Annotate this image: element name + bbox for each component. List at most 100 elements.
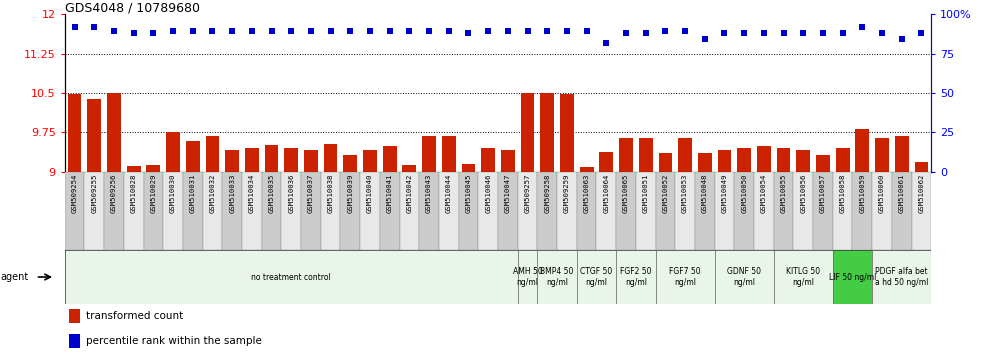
Text: GSM510057: GSM510057 — [820, 174, 826, 213]
Bar — [658, 153, 672, 172]
Bar — [600, 152, 614, 172]
Text: GSM510037: GSM510037 — [308, 174, 314, 213]
Point — [165, 28, 181, 34]
Text: GSM510042: GSM510042 — [406, 174, 412, 213]
Bar — [521, 93, 535, 172]
Point — [343, 28, 359, 34]
Point — [520, 28, 536, 34]
Text: GDS4048 / 10789680: GDS4048 / 10789680 — [65, 2, 200, 15]
Point — [460, 30, 476, 36]
Bar — [717, 150, 731, 172]
Bar — [419, 172, 439, 250]
Point — [874, 30, 890, 36]
Text: GSM510058: GSM510058 — [840, 174, 846, 213]
Bar — [344, 155, 358, 172]
Point — [736, 30, 752, 36]
Bar — [163, 172, 183, 250]
Bar — [186, 141, 199, 172]
Bar — [225, 150, 239, 172]
Bar — [245, 148, 259, 172]
Point — [421, 28, 437, 34]
Bar — [774, 172, 794, 250]
Text: GSM510060: GSM510060 — [879, 174, 885, 213]
Text: GSM509257: GSM509257 — [525, 174, 531, 213]
Bar — [399, 172, 419, 250]
Bar — [833, 250, 872, 304]
Bar — [518, 172, 538, 250]
Point — [756, 30, 772, 36]
Bar — [560, 94, 574, 172]
Point — [637, 30, 653, 36]
Text: FGF7 50
ng/ml: FGF7 50 ng/ml — [669, 267, 701, 287]
Bar — [833, 172, 853, 250]
Bar — [580, 167, 594, 172]
Bar — [324, 144, 338, 172]
Bar — [777, 148, 791, 172]
Bar — [541, 93, 554, 172]
Text: GSM510028: GSM510028 — [130, 174, 136, 213]
Bar — [379, 172, 399, 250]
Bar — [126, 166, 140, 172]
Point — [776, 30, 792, 36]
Text: GSM509256: GSM509256 — [111, 174, 117, 213]
Bar — [698, 153, 712, 172]
Bar — [872, 172, 891, 250]
Text: GSM510065: GSM510065 — [623, 174, 629, 213]
Text: GSM510043: GSM510043 — [426, 174, 432, 213]
Bar — [911, 172, 931, 250]
Bar — [69, 334, 81, 348]
Bar — [501, 150, 515, 172]
Bar — [715, 250, 774, 304]
Text: GSM510032: GSM510032 — [209, 174, 215, 213]
Bar — [478, 172, 498, 250]
Bar — [146, 165, 160, 172]
Point — [224, 28, 240, 34]
Bar — [715, 172, 734, 250]
Bar — [695, 172, 715, 250]
Text: GSM510053: GSM510053 — [682, 174, 688, 213]
Text: GSM510036: GSM510036 — [288, 174, 294, 213]
Point — [106, 28, 122, 34]
Text: AMH 50
ng/ml: AMH 50 ng/ml — [513, 267, 543, 287]
Text: GSM510056: GSM510056 — [800, 174, 806, 213]
Point — [697, 36, 713, 42]
Bar — [757, 147, 771, 172]
Point — [401, 28, 417, 34]
Point — [303, 28, 319, 34]
Bar — [518, 250, 538, 304]
Text: GSM510055: GSM510055 — [781, 174, 787, 213]
Bar — [284, 148, 298, 172]
Text: GSM509254: GSM509254 — [72, 174, 78, 213]
Bar — [458, 172, 478, 250]
Bar — [321, 172, 341, 250]
Bar — [442, 136, 455, 172]
Point — [579, 28, 595, 34]
Bar — [891, 172, 911, 250]
Bar — [836, 148, 850, 172]
Point — [559, 28, 575, 34]
Bar — [853, 172, 872, 250]
Bar — [774, 250, 833, 304]
Point — [657, 28, 673, 34]
Bar — [281, 172, 301, 250]
Point — [381, 28, 397, 34]
Bar — [105, 172, 124, 250]
Point — [441, 28, 457, 34]
Bar — [617, 250, 655, 304]
Point — [204, 28, 220, 34]
Text: transformed count: transformed count — [87, 311, 183, 321]
Point — [283, 28, 299, 34]
Text: GSM510059: GSM510059 — [860, 174, 866, 213]
Bar — [737, 148, 751, 172]
Bar — [635, 172, 655, 250]
Bar — [166, 132, 180, 172]
Bar — [364, 150, 376, 172]
Bar — [183, 172, 202, 250]
Bar — [304, 150, 318, 172]
Text: GSM510064: GSM510064 — [604, 174, 610, 213]
Text: FGF2 50
ng/ml: FGF2 50 ng/ml — [621, 267, 651, 287]
Text: GSM509255: GSM509255 — [92, 174, 98, 213]
Text: GSM510029: GSM510029 — [150, 174, 156, 213]
Bar — [242, 172, 262, 250]
Text: PDGF alfa bet
a hd 50 ng/ml: PDGF alfa bet a hd 50 ng/ml — [875, 267, 928, 287]
